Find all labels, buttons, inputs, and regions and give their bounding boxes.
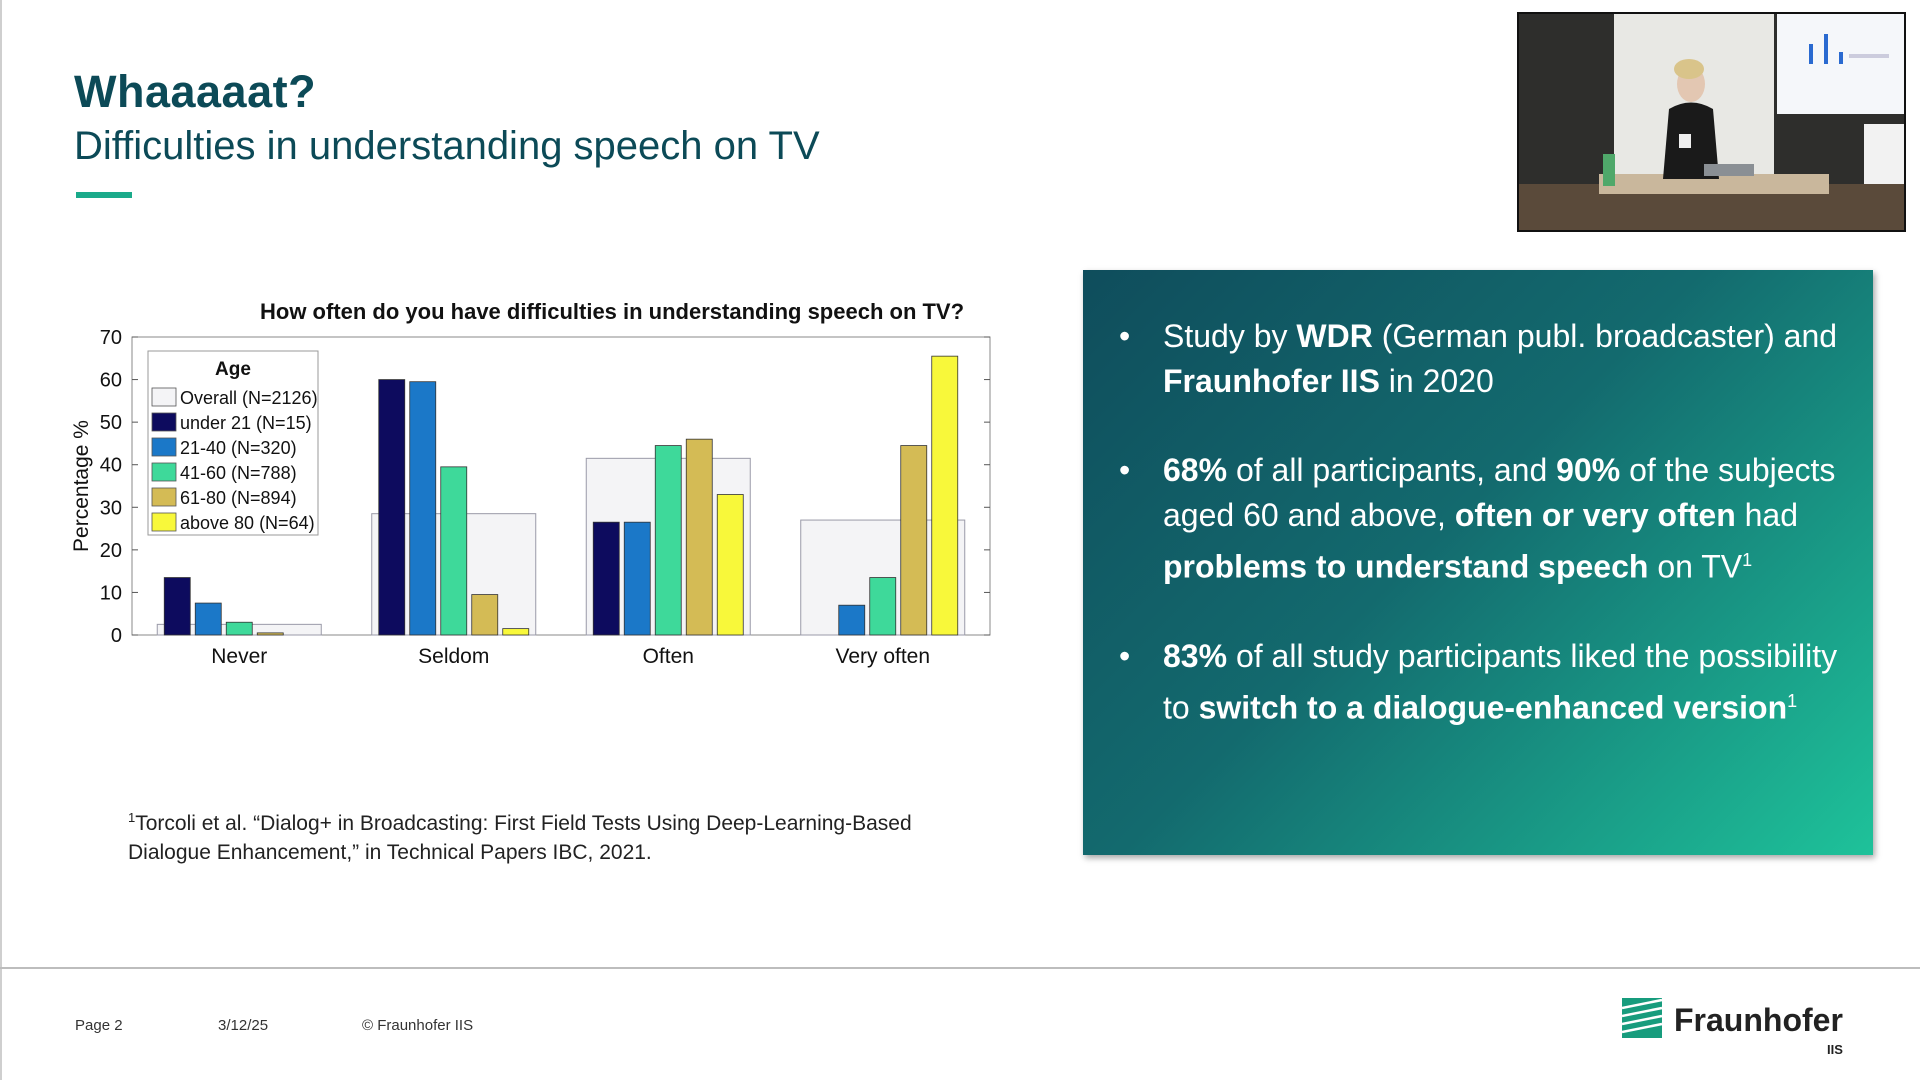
fraunhofer-logo: Fraunhofer IIS — [1622, 996, 1852, 1057]
y-tick-label: 60 — [100, 370, 122, 392]
legend-swatch — [151, 387, 177, 407]
bar — [440, 466, 468, 636]
bar — [592, 521, 620, 636]
copyright: © Fraunhofer IIS — [362, 1017, 474, 1034]
legend-swatch — [151, 462, 177, 482]
legend-swatch — [151, 487, 177, 507]
bar — [471, 594, 499, 636]
legend-label: Overall (N=2126) — [180, 388, 318, 408]
info-bullets: Study by WDR (German publ. broadcaster) … — [1119, 314, 1843, 774]
chart-title: How often do you have difficulties in un… — [260, 299, 965, 324]
footnote-text: Torcoli et al. “Dialog+ in Broadcasting:… — [128, 812, 912, 864]
y-tick-label: 20 — [100, 540, 122, 562]
info-bullet-3: 83% of all study participants liked the … — [1119, 634, 1843, 731]
bar — [225, 621, 253, 636]
legend-swatch — [151, 437, 177, 457]
info-box: Study by WDR (German publ. broadcaster) … — [1083, 270, 1873, 855]
footnote-marker: 1 — [128, 810, 136, 825]
bar — [654, 445, 682, 636]
bar — [502, 628, 530, 636]
bar — [378, 379, 406, 636]
bar — [838, 604, 866, 636]
footer-divider — [0, 967, 1920, 969]
bar — [623, 521, 651, 636]
y-tick-label: 70 — [100, 327, 122, 349]
y-axis-label: Percentage % — [70, 420, 93, 552]
chart: How often do you have difficulties in un… — [60, 295, 1010, 675]
slide-title: Whaaaaat? — [74, 66, 317, 117]
presenter-video — [1517, 12, 1906, 232]
legend-label: under 21 (N=15) — [180, 413, 312, 433]
logo-sub: IIS — [1827, 1042, 1843, 1057]
legend-label: 21-40 (N=320) — [180, 438, 297, 458]
slide-subtitle: Difficulties in understanding speech on … — [74, 124, 820, 168]
bar — [685, 438, 713, 636]
presenter-video-image — [1519, 14, 1904, 230]
bar — [163, 577, 191, 636]
bar — [716, 494, 744, 636]
fraunhofer-logo-icon — [1622, 998, 1663, 1038]
bar — [409, 381, 437, 636]
info-bullet-1: Study by WDR (German publ. broadcaster) … — [1119, 314, 1843, 404]
legend-label: 41-60 (N=788) — [180, 463, 297, 483]
page-number: Page 2 — [75, 1017, 123, 1034]
info-bullet-2: 68% of all participants, and 90% of the … — [1119, 448, 1843, 590]
y-tick-label: 40 — [100, 455, 122, 477]
slide-border — [0, 0, 2, 1080]
legend-swatch — [151, 412, 177, 432]
bar — [256, 632, 284, 636]
x-tick-label: Never — [211, 645, 267, 668]
legend-label: 61-80 (N=894) — [180, 488, 297, 508]
bar — [194, 602, 222, 636]
legend-title: Age — [215, 359, 251, 380]
y-tick-label: 10 — [100, 582, 122, 604]
bar — [931, 355, 959, 636]
footnote: 1Torcoli et al. “Dialog+ in Broadcasting… — [128, 803, 968, 867]
y-tick-label: 50 — [100, 412, 122, 434]
x-tick-label: Often — [643, 645, 694, 668]
x-tick-label: Very often — [835, 645, 930, 668]
accent-bar — [76, 192, 132, 198]
logo-text: Fraunhofer — [1674, 1002, 1843, 1038]
x-tick-label: Seldom — [418, 645, 489, 668]
legend-label: above 80 (N=64) — [180, 513, 315, 533]
bar — [900, 445, 928, 636]
legend-swatch — [151, 512, 177, 532]
chart-svg: 0 10 20 30 40 50 60 70 Percentage % Never Seldom Of… — [70, 327, 991, 668]
bar — [869, 577, 897, 636]
y-tick-label: 30 — [100, 497, 122, 519]
y-tick-label: 0 — [111, 625, 122, 647]
slide-date: 3/12/25 — [218, 1017, 269, 1034]
